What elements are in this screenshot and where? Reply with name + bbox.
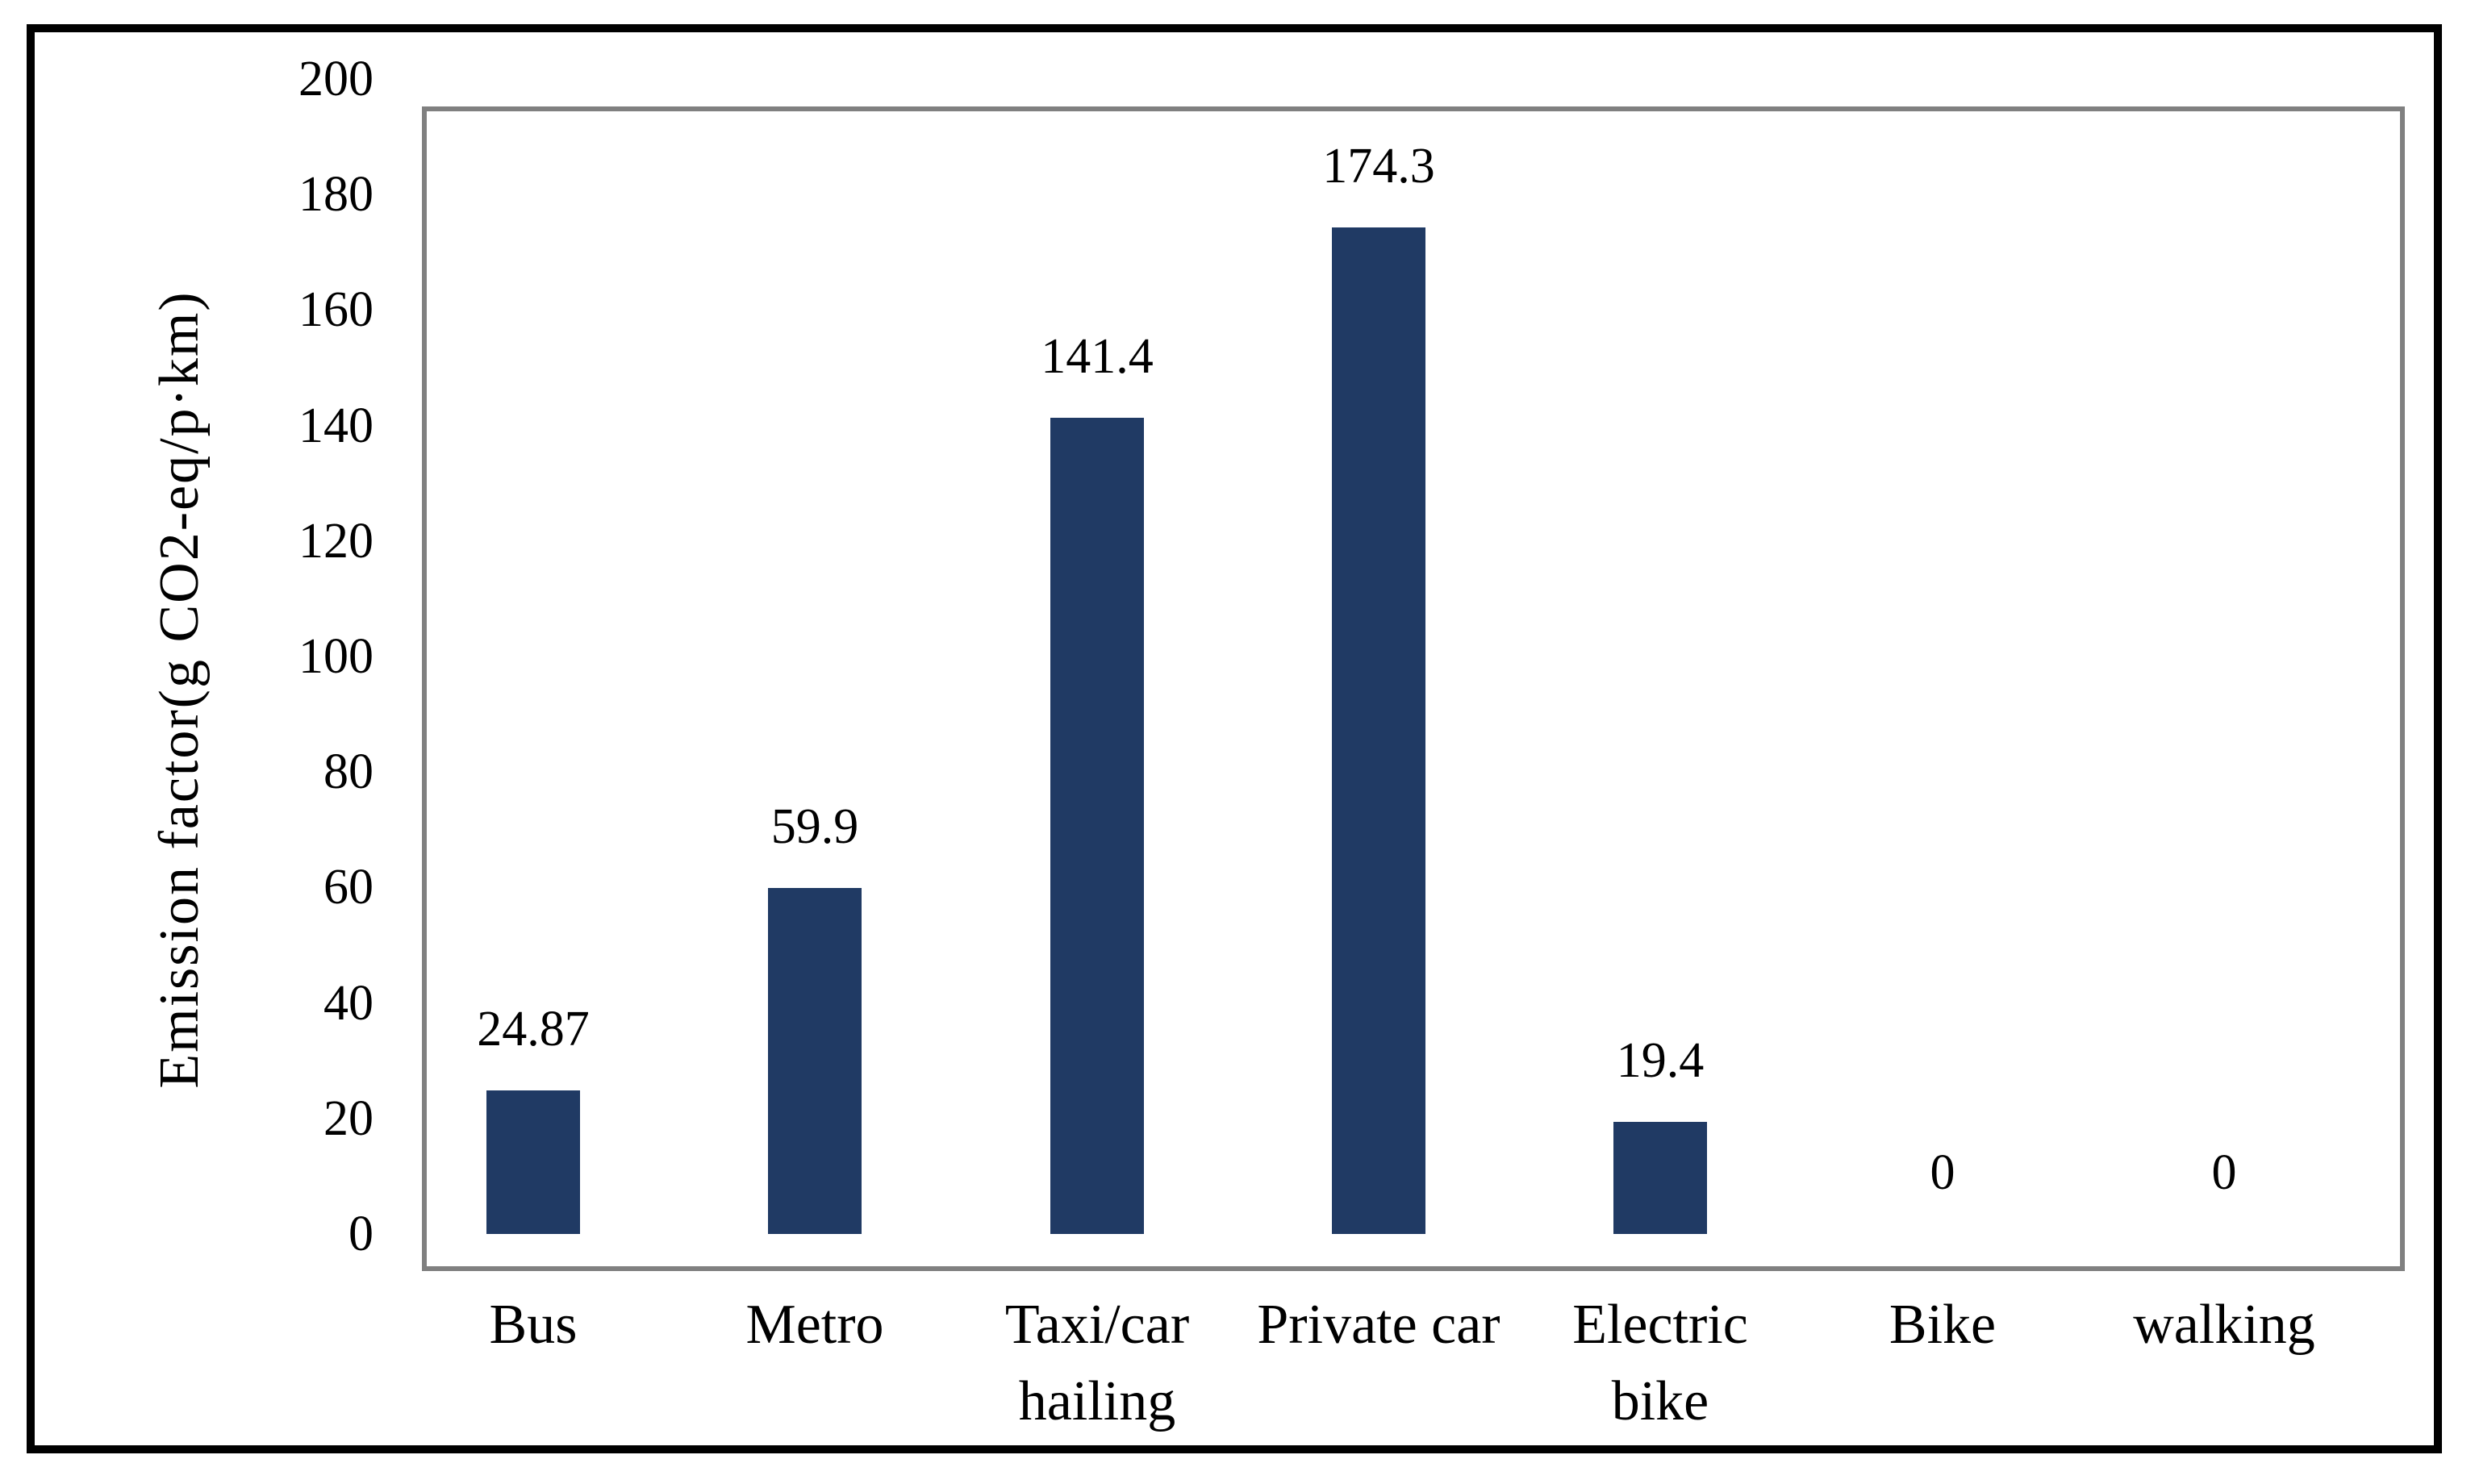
x-category-line: Private car — [1257, 1294, 1500, 1356]
x-category-metro: Metro — [613, 1286, 1016, 1363]
x-category-line: walking — [2133, 1294, 2315, 1356]
x-category-line: Bike — [1889, 1294, 1997, 1356]
y-tick-label-80: 80 — [323, 744, 374, 800]
x-category-private-car: Private car — [1177, 1286, 1580, 1363]
bar-metro — [768, 888, 862, 1234]
y-tick-label-100: 100 — [298, 629, 374, 684]
x-category-taxi-car-hailing: Taxi/car hailing — [895, 1286, 1299, 1440]
value-label-metro: 59.9 — [770, 799, 859, 854]
value-label-bus: 24.87 — [477, 1002, 590, 1057]
x-category-bike: Bike — [1741, 1286, 2144, 1363]
y-tick-label-140: 140 — [298, 398, 374, 453]
value-label-electric-bike: 19.4 — [1616, 1033, 1705, 1088]
y-tick-label-60: 60 — [323, 860, 374, 915]
x-category-line: hailing — [1018, 1370, 1176, 1432]
x-category-walking: walking — [2022, 1286, 2426, 1363]
value-label-taxi-car-hailing: 141.4 — [1041, 329, 1154, 384]
bar-bus — [486, 1090, 580, 1234]
value-label-bike: 0 — [1930, 1145, 1955, 1200]
y-tick-label-20: 20 — [323, 1090, 374, 1146]
y-tick-label-0: 0 — [349, 1207, 374, 1261]
bar-private-car — [1332, 227, 1425, 1234]
y-tick-label-200: 200 — [298, 52, 374, 106]
x-category-line: Electric — [1572, 1294, 1748, 1356]
x-category-bus: Bus — [332, 1286, 735, 1363]
chart-outer-frame: Emission factor(g CO2-eq/p·km) 0 20 40 60 80… — [27, 24, 2442, 1453]
y-tick-label-180: 180 — [298, 167, 374, 223]
x-category-line: Taxi/car — [1004, 1294, 1190, 1356]
y-tick-label-160: 160 — [298, 282, 374, 338]
x-category-line: Metro — [745, 1294, 884, 1356]
value-label-private-car: 174.3 — [1322, 139, 1435, 194]
x-category-line: Bus — [489, 1294, 578, 1356]
bar-taxi-car-hailing — [1050, 418, 1144, 1234]
value-label-walking: 0 — [2211, 1145, 2237, 1200]
x-category-line: bike — [1611, 1370, 1709, 1432]
x-category-electric-bike: Electric bike — [1459, 1286, 1862, 1440]
y-tick-label-40: 40 — [323, 975, 374, 1031]
bar-electric-bike — [1613, 1122, 1707, 1234]
y-tick-label-120: 120 — [298, 513, 374, 569]
